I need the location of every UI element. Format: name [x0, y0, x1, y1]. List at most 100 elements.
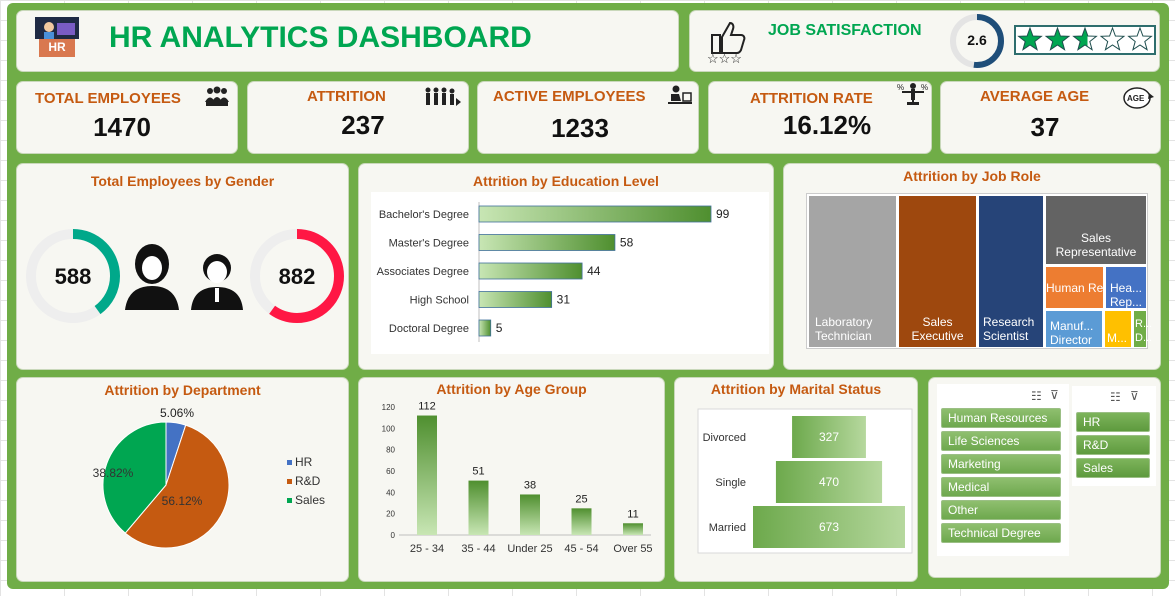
treemap-label: Hea... Rep...: [1110, 281, 1143, 309]
data-label: 11: [627, 508, 638, 520]
slicer-item[interactable]: Life Sciences: [941, 431, 1061, 451]
marital-chart: 327 Divorced 470 Single 673 Married: [697, 408, 913, 554]
slicer-item[interactable]: Medical: [941, 477, 1061, 497]
slicer-item[interactable]: Human Resources: [941, 408, 1061, 428]
category-label: Married: [709, 522, 746, 534]
star-rating: [1014, 25, 1156, 55]
data-label: 673: [819, 520, 839, 534]
data-label: 31: [557, 293, 571, 307]
data-label: 51: [472, 466, 484, 478]
kpi-attrition: ATTRITION 237: [247, 81, 469, 154]
kpi-average-age: AVERAGE AGE AGE 37: [940, 81, 1161, 154]
education-bar[interactable]: [478, 319, 492, 337]
kpi-total-employees: TOTAL EMPLOYEES 1470: [16, 81, 238, 154]
female-count: 588: [54, 264, 92, 289]
pie-slice[interactable]: [102, 421, 167, 534]
panel-title: Total Employees by Gender: [90, 173, 275, 189]
star-icon: [1044, 26, 1071, 51]
age-bar[interactable]: [571, 508, 592, 535]
treemap-label: Research Scientist: [983, 315, 1035, 343]
data-label: 327: [819, 430, 839, 444]
legend-label: HR: [295, 455, 313, 469]
education-bar[interactable]: [478, 234, 616, 251]
slicer-item[interactable]: Other: [941, 500, 1061, 520]
marital-panel: Attrition by Marital Status 327 Divorced 4…: [674, 377, 918, 582]
hr-logo-icon: HR: [35, 17, 79, 57]
data-label: 99: [716, 207, 730, 221]
male-icon: [191, 254, 243, 310]
kpi-title: ACTIVE EMPLOYEES: [493, 88, 646, 105]
education-bar[interactable]: [478, 262, 583, 280]
data-label: 25: [575, 493, 587, 505]
treemap-label: Sales Executive: [911, 315, 964, 343]
clear-filter-icon[interactable]: ⊽: [1050, 388, 1059, 402]
kpi-title: ATTRITION: [307, 88, 386, 105]
category-label: Over 55: [613, 543, 652, 555]
star-icon: [1017, 26, 1043, 51]
legend-swatch: [287, 498, 292, 503]
kpi-active-employees: ACTIVE EMPLOYEES 1233: [477, 81, 699, 154]
data-label: 58: [620, 236, 634, 250]
slicer-item[interactable]: Sales: [1076, 458, 1150, 478]
treemap-label: R... D...: [1135, 318, 1153, 344]
male-donut-arc: [250, 229, 344, 323]
kpi-value: 237: [341, 110, 385, 140]
treemap-label: Manuf... Director: [1050, 319, 1094, 347]
y-tick-label: 20: [386, 510, 395, 519]
education-field-slicer: ☷ ⊽ Human Resources Life Sciences Marketin…: [937, 384, 1069, 556]
department-slicer: ☷ ⊽ HR R&D Sales: [1072, 386, 1156, 486]
treemap-label: Human Resour...: [1046, 281, 1103, 295]
pie-data-label: 56.12%: [162, 494, 203, 508]
category-label: 25 - 34: [410, 543, 444, 555]
svg-text:AGE: AGE: [1127, 94, 1145, 103]
treemap-cell-research-sci: Research Scientist: [978, 195, 1044, 348]
treemap-cell-sales-rep: Sales Representative: [1045, 195, 1147, 265]
job-role-treemap: Laboratory Technician Sales Executive Re…: [806, 193, 1152, 349]
funnel-bar[interactable]: [775, 461, 883, 503]
title-card: HR HR ANALYTICS DASHBOARD: [16, 10, 679, 72]
treemap-cell-healthcare-rep: Hea... Rep...: [1105, 266, 1147, 309]
age-bar[interactable]: [417, 415, 437, 535]
pie-slice[interactable]: [124, 424, 230, 549]
slicer-item[interactable]: Marketing: [941, 454, 1061, 474]
age-badge-icon: AGE: [1122, 85, 1156, 116]
female-icon: [125, 244, 179, 310]
age-group-chart: 0 20 40 60 80 100 120 112 25 - 34 51 35 - 44 38 Unde…: [382, 401, 653, 555]
female-donut-arc: [26, 229, 120, 323]
star-icon: [1127, 26, 1153, 51]
panel-title: Attrition by Age Group: [436, 381, 587, 397]
star-icon: [1099, 26, 1126, 51]
legend-swatch: [287, 460, 292, 465]
category-label: High School: [410, 295, 469, 307]
slicer-item[interactable]: Technical Degree: [941, 523, 1061, 543]
kpi-title: TOTAL EMPLOYEES: [35, 90, 181, 107]
education-bar[interactable]: [478, 205, 712, 223]
hr-logo-text: HR: [48, 40, 66, 54]
job-satisfaction-card: ☆☆☆ JOB SATISFACTION 2.6: [689, 10, 1160, 72]
people-leaving-icon: [424, 86, 462, 113]
funnel-bar[interactable]: [792, 416, 866, 458]
department-pie-chart: 5.06% 56.12% 38.82% HR R&D Sales: [93, 406, 325, 549]
gender-panel: Total Employees by Gender 588 882: [16, 163, 349, 370]
kpi-value: 37: [1030, 112, 1060, 142]
slicer-item[interactable]: R&D: [1076, 435, 1150, 455]
age-bar[interactable]: [623, 523, 643, 535]
treemap-cell-manager: R... D...: [1133, 310, 1152, 348]
education-bar[interactable]: [478, 291, 553, 308]
funnel-bar[interactable]: [753, 506, 905, 548]
legend-swatch: [287, 479, 292, 484]
age-bar[interactable]: [520, 494, 540, 535]
star-icon: [1072, 26, 1098, 51]
treemap-cell-human-resources: Human Resour...: [1045, 266, 1104, 309]
y-tick-label: 60: [386, 467, 395, 476]
panel-title: Attrition by Department: [104, 382, 261, 398]
treemap-cell-lab-tech: Laboratory Technician: [808, 195, 897, 348]
age-bar[interactable]: [468, 480, 489, 535]
multi-select-icon[interactable]: ☷: [1031, 389, 1042, 403]
svg-text:%: %: [921, 83, 928, 92]
multi-select-icon[interactable]: ☷: [1110, 390, 1121, 404]
data-label: 470: [819, 475, 839, 489]
clear-filter-icon[interactable]: ⊽: [1130, 389, 1139, 403]
y-tick-label: 80: [386, 446, 395, 455]
slicer-item[interactable]: HR: [1076, 412, 1150, 432]
